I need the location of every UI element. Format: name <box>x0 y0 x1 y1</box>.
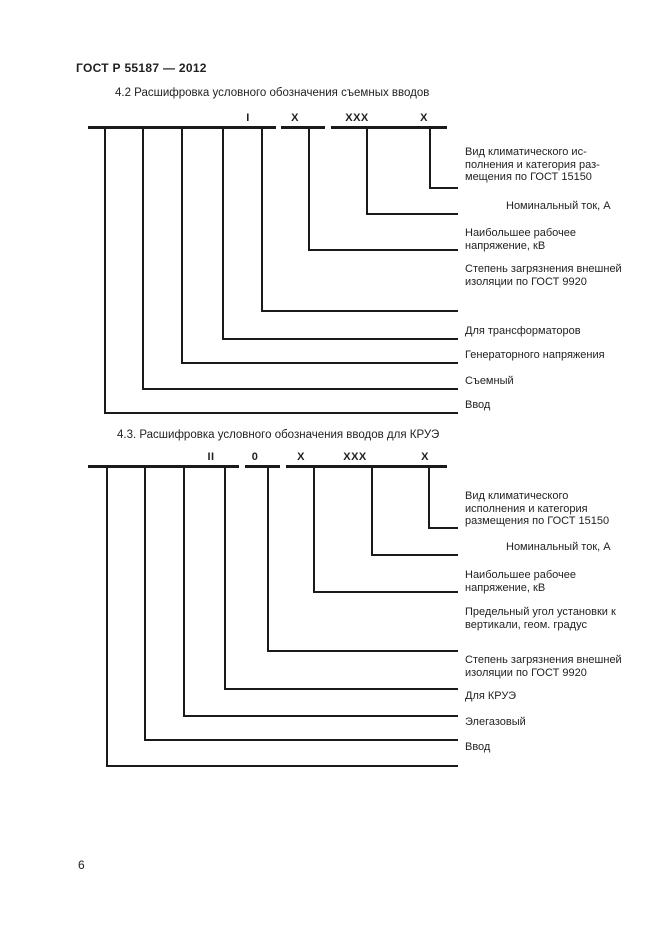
branch-leader-line <box>181 362 458 364</box>
designation-rule-segment <box>88 465 239 468</box>
branch-leader-line <box>142 388 458 390</box>
branch-label: Съемный <box>465 375 514 387</box>
branch-label: Для КРУЭ <box>465 690 517 702</box>
branch-vertical-line <box>224 465 226 690</box>
branch-label: Степень загрязнения внешней изоляции по … <box>465 654 622 679</box>
branch-vertical-line <box>106 465 108 767</box>
branch-leader-line <box>104 412 458 414</box>
branch-label: Элегазовый <box>465 716 526 728</box>
branch-vertical-line <box>104 126 106 414</box>
code-symbol: X <box>420 112 428 124</box>
section-title-4-3: 4.3. Расшифровка условного обозначения в… <box>117 429 440 441</box>
branch-leader-line <box>429 187 458 189</box>
branch-label: Наибольшее рабочее напряжение, кВ <box>465 227 577 252</box>
branch-vertical-line <box>371 465 373 556</box>
branch-label: Предельный угол установки к вертикали, г… <box>465 606 616 631</box>
branch-vertical-line <box>261 126 263 312</box>
branch-vertical-line <box>144 465 146 741</box>
code-symbol: I <box>246 112 250 124</box>
branch-label: Для трансформаторов <box>465 325 581 337</box>
branch-vertical-line <box>267 465 269 652</box>
branch-leader-line <box>366 213 458 215</box>
branch-vertical-line <box>313 465 315 593</box>
branch-label: Вид климатического исполнения и категори… <box>465 490 610 527</box>
branch-vertical-line <box>366 126 368 215</box>
branch-label: Номинальный ток, А <box>506 541 611 553</box>
page-number: 6 <box>78 858 85 872</box>
branch-label: Генераторного напряжения <box>465 349 605 361</box>
branch-label: Степень загрязнения внешней изоляции по … <box>465 263 622 288</box>
branch-label: Наибольшее рабочее напряжение, кВ <box>465 569 577 594</box>
designation-rule-segment <box>245 465 280 468</box>
designation-rule-segment <box>286 465 447 468</box>
branch-vertical-line <box>142 126 144 390</box>
code-symbol: XXX <box>345 112 369 124</box>
branch-label: Ввод <box>465 399 491 411</box>
code-symbol: 0 <box>251 451 259 463</box>
branch-vertical-line <box>181 126 183 364</box>
code-symbol: X <box>421 451 429 463</box>
code-symbol: II <box>207 451 215 463</box>
branch-vertical-line <box>222 126 224 340</box>
branch-leader-line <box>428 527 458 529</box>
branch-label: Ввод <box>465 741 491 753</box>
section-title-4-2: 4.2 Расшифровка условного обозначения съ… <box>115 87 430 99</box>
branch-vertical-line <box>183 465 185 717</box>
designation-rule-segment <box>281 126 325 129</box>
branch-label: Вид климатического ис- полнения и катего… <box>465 146 600 183</box>
branch-vertical-line <box>308 126 310 251</box>
document-header: ГОСТ Р 55187 — 2012 <box>76 61 207 75</box>
branch-label: Номинальный ток, А <box>506 200 611 212</box>
branch-leader-line <box>313 591 458 593</box>
branch-leader-line <box>144 739 458 741</box>
branch-leader-line <box>308 249 458 251</box>
code-symbol: X <box>291 112 299 124</box>
code-symbol: XXX <box>343 451 367 463</box>
branch-leader-line <box>267 650 458 652</box>
branch-leader-line <box>222 338 458 340</box>
branch-vertical-line <box>428 465 430 529</box>
branch-leader-line <box>261 310 458 312</box>
branch-vertical-line <box>429 126 431 189</box>
branch-leader-line <box>106 765 458 767</box>
branch-leader-line <box>183 715 458 717</box>
code-symbol: X <box>297 451 305 463</box>
branch-leader-line <box>224 688 458 690</box>
branch-leader-line <box>371 554 458 556</box>
designation-rule-segment <box>331 126 447 129</box>
